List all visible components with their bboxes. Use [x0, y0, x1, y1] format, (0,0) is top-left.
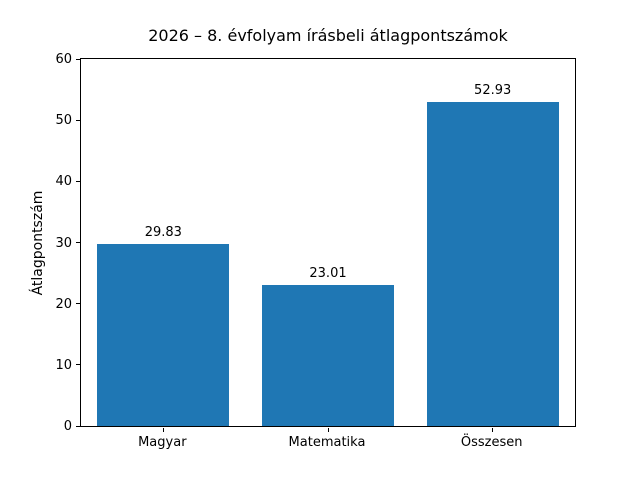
y-tick-label: 40	[55, 174, 72, 190]
bar	[426, 102, 559, 426]
bar-value-label: 29.83	[144, 224, 182, 240]
y-tick-labels: 0 10 20 30 40 50 60	[0, 52, 72, 434]
x-tick-mark	[327, 428, 329, 432]
y-tick-label: 50	[55, 113, 72, 129]
y-tick-mark	[76, 242, 80, 243]
y-tick-label: 20	[55, 296, 72, 312]
bar-value-label: 23.01	[309, 266, 347, 282]
y-tick-label: 10	[55, 357, 72, 373]
x-tick-label: Matematika	[288, 435, 366, 450]
bar-value-label: 52.93	[474, 83, 512, 99]
bar	[262, 285, 394, 426]
bar	[97, 243, 230, 426]
y-tick-mark	[76, 364, 80, 366]
chart-title: 2026 – 8. évfolyam írásbeli átlagpontszá…	[148, 26, 508, 45]
x-tick-label: Magyar	[138, 435, 187, 450]
y-tick-label: 60	[55, 52, 72, 67]
y-tick-mark	[76, 119, 80, 121]
plot-area: 29.83 23.01 52.93	[76, 58, 576, 432]
y-tick-label: 0	[63, 419, 72, 434]
y-tick-mark	[76, 303, 80, 305]
y-tick-label: 30	[55, 235, 72, 251]
y-tick-mark	[76, 58, 80, 60]
y-tick-mark	[76, 425, 80, 427]
x-tick-labels: Magyar Matematika Összesen	[80, 427, 576, 457]
x-tick-mark	[492, 428, 494, 432]
y-tick-mark	[76, 180, 80, 182]
x-tick-label: Összesen	[460, 435, 523, 450]
x-tick-mark	[162, 428, 164, 432]
